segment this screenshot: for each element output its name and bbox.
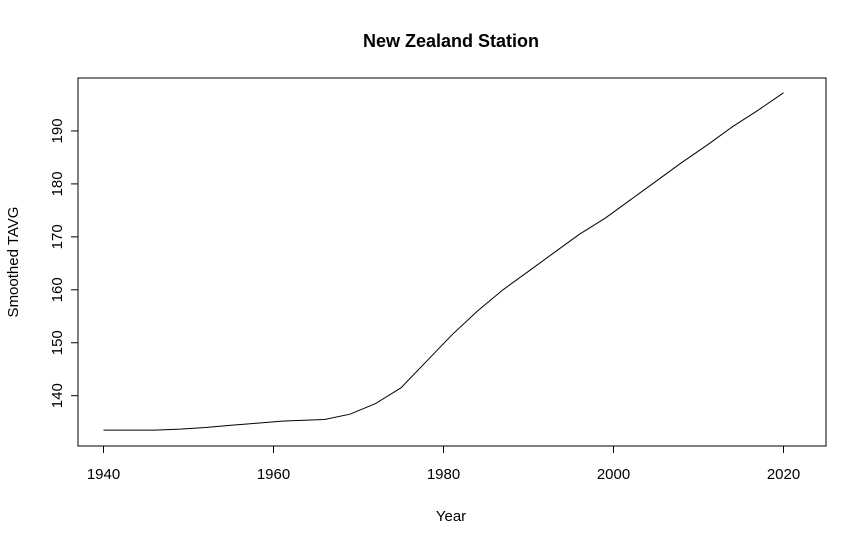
series-line <box>103 92 784 431</box>
y-tick-label: 160 <box>49 277 66 302</box>
plot-frame <box>77 77 827 447</box>
x-tick-label: 2020 <box>767 466 800 483</box>
y-tick-label: 140 <box>49 383 66 408</box>
x-tick-label: 2000 <box>597 466 630 483</box>
x-axis: 1940 1960 1980 2000 2020 <box>87 445 800 483</box>
x-tick-label: 1940 <box>87 466 120 483</box>
y-axis: 140 150 160 170 180 190 <box>49 118 79 408</box>
chart-title: New Zealand Station <box>363 31 539 51</box>
x-tick-label: 1960 <box>257 466 290 483</box>
y-tick-label: 180 <box>49 171 66 196</box>
y-axis-label: Smoothed TAVG <box>5 207 22 318</box>
x-axis-label: Year <box>436 508 466 525</box>
x-tick-label: 1980 <box>427 466 460 483</box>
y-tick-label: 190 <box>49 118 66 143</box>
y-tick-label: 170 <box>49 224 66 249</box>
y-tick-label: 150 <box>49 330 66 355</box>
